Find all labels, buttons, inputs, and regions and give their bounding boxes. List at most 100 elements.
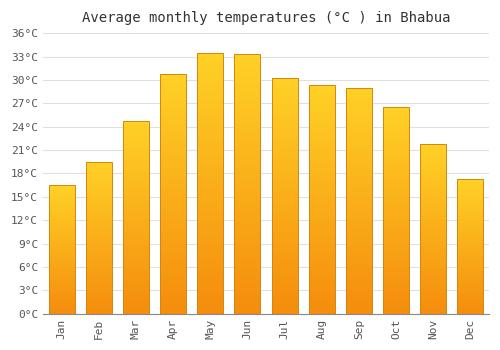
Bar [234,94,260,96]
Bar [458,295,483,296]
Bar [48,209,74,210]
Bar [123,148,149,149]
Bar [48,193,74,194]
Bar [346,97,372,98]
Bar [308,237,334,238]
Bar [234,179,260,180]
Bar [160,130,186,131]
Bar [383,138,409,139]
Bar [272,205,297,206]
Bar [346,226,372,227]
Bar [234,201,260,202]
Bar [420,180,446,181]
Bar [272,250,297,251]
Bar [197,175,223,177]
Bar [86,195,112,196]
Bar [234,303,260,305]
Bar [234,75,260,76]
Bar [420,234,446,235]
Bar [308,85,334,314]
Bar [458,199,483,200]
Bar [346,313,372,314]
Bar [160,181,186,182]
Bar [234,74,260,75]
Bar [308,300,334,301]
Bar [160,220,186,221]
Bar [48,256,74,257]
Bar [197,238,223,239]
Bar [234,127,260,128]
Bar [234,154,260,155]
Bar [420,187,446,188]
Bar [272,255,297,256]
Bar [86,248,112,249]
Bar [197,145,223,147]
Bar [160,310,186,312]
Bar [308,212,334,213]
Bar [383,274,409,275]
Bar [86,297,112,298]
Bar [160,119,186,120]
Bar [123,192,149,193]
Bar [458,268,483,269]
Bar [48,261,74,262]
Bar [272,261,297,262]
Bar [234,130,260,131]
Bar [160,245,186,246]
Bar [420,271,446,272]
Bar [272,234,297,236]
Bar [197,125,223,126]
Bar [458,293,483,294]
Bar [123,271,149,272]
Bar [420,204,446,205]
Bar [123,121,149,122]
Bar [272,140,297,141]
Bar [234,219,260,220]
Bar [346,244,372,245]
Bar [123,160,149,161]
Bar [272,229,297,230]
Bar [197,149,223,150]
Bar [383,255,409,256]
Bar [308,146,334,147]
Bar [160,204,186,206]
Bar [346,220,372,221]
Bar [234,185,260,187]
Bar [123,249,149,250]
Bar [420,313,446,314]
Bar [308,136,334,137]
Bar [234,281,260,283]
Bar [197,273,223,275]
Bar [420,221,446,222]
Bar [234,289,260,290]
Bar [160,200,186,201]
Bar [123,265,149,266]
Bar [308,184,334,185]
Bar [383,288,409,289]
Bar [160,230,186,231]
Bar [458,282,483,283]
Bar [160,308,186,309]
Bar [86,255,112,256]
Bar [420,255,446,256]
Bar [197,259,223,260]
Bar [197,196,223,198]
Bar [86,280,112,281]
Bar [346,178,372,179]
Bar [160,254,186,255]
Bar [308,131,334,132]
Bar [86,261,112,262]
Bar [458,248,483,249]
Bar [420,295,446,296]
Bar [458,211,483,212]
Bar [123,137,149,138]
Bar [160,248,186,249]
Bar [123,134,149,135]
Bar [123,203,149,204]
Bar [272,272,297,274]
Bar [346,144,372,145]
Bar [346,251,372,252]
Bar [197,105,223,106]
Bar [197,148,223,149]
Bar [48,269,74,270]
